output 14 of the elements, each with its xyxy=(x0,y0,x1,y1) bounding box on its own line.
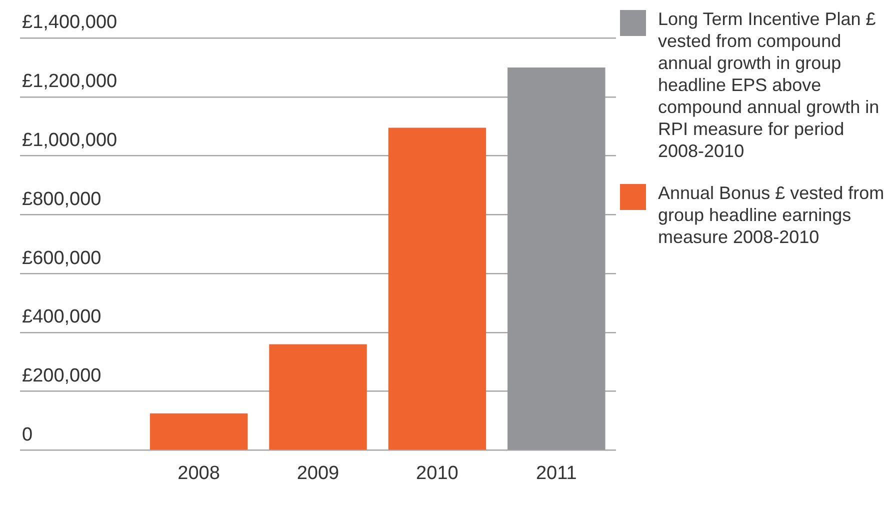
x-tick-label: 2010 xyxy=(416,462,458,484)
y-tick-label: £1,000,000 xyxy=(22,130,118,152)
y-tick-label: £800,000 xyxy=(22,188,102,210)
y-tick-label: £400,000 xyxy=(22,306,102,328)
y-tick-label: £600,000 xyxy=(22,248,102,269)
y-tick-label: 0 xyxy=(22,424,33,446)
x-tick-label: 2008 xyxy=(178,462,220,484)
x-tick-label: 2009 xyxy=(296,462,340,484)
x-tick-label: 2011 xyxy=(536,462,577,484)
y-tick-label: £1,200,000 xyxy=(22,71,118,92)
legend-label: Annual Bonus £ vested from group headline earnings measure 2008-2010 xyxy=(658,182,886,248)
y-tick-label: £1,400,000 xyxy=(22,12,118,34)
legend-label: Long Term Incentive Plan £ vested from compound annual growth in group headline EPS above compound annual growth in RPI measure for period 2008-2010 xyxy=(658,8,880,162)
y-tick-label: £200,000 xyxy=(22,366,102,387)
